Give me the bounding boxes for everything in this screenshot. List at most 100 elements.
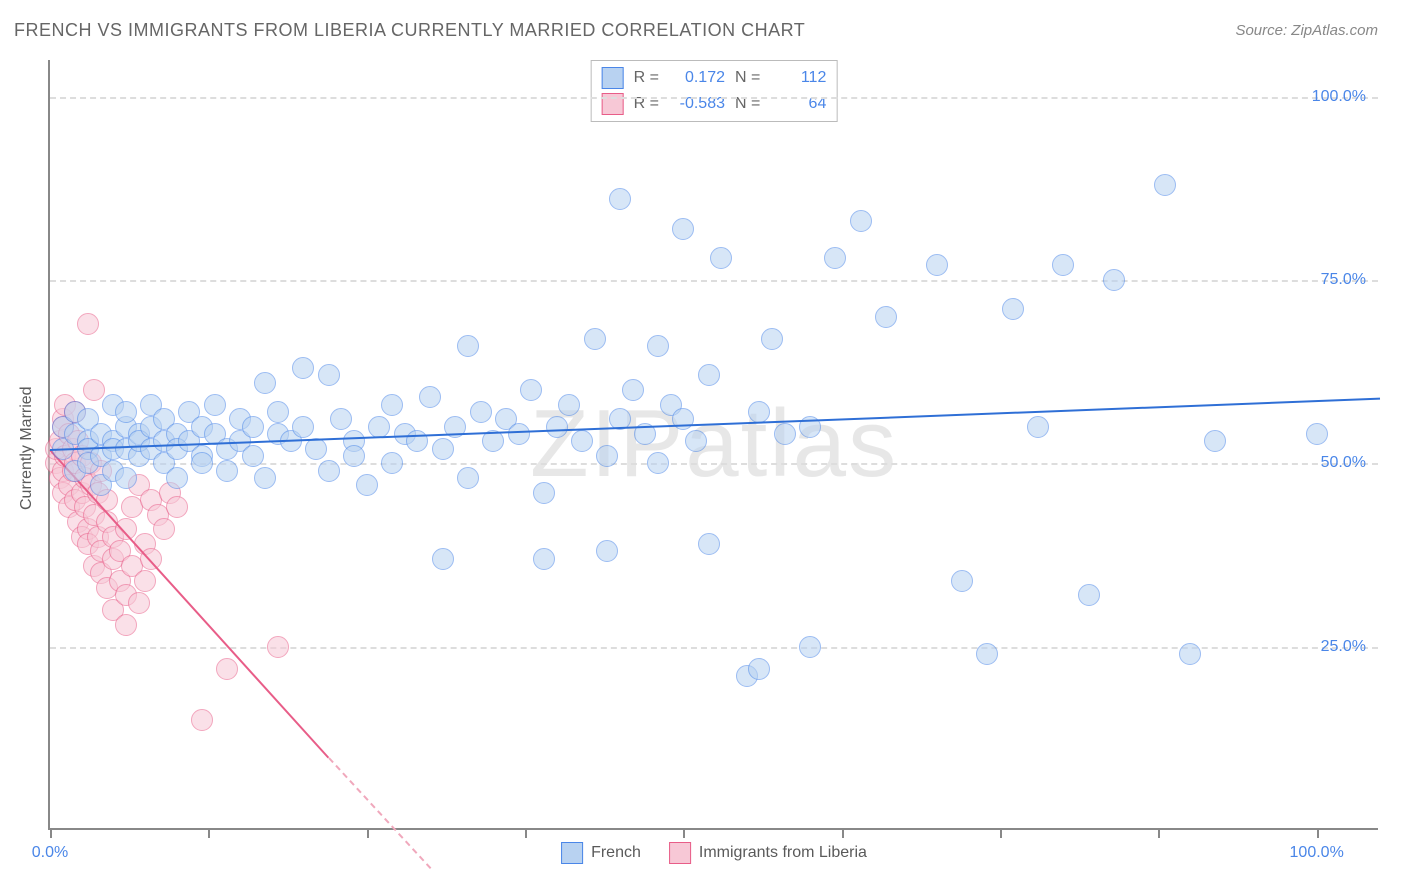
series-legend-item: Immigrants from Liberia — [669, 842, 867, 864]
stats-legend-row: R =-0.583N =64 — [602, 91, 827, 117]
scatter-point — [533, 548, 555, 570]
scatter-point — [1027, 416, 1049, 438]
scatter-point — [609, 188, 631, 210]
n-label: N = — [735, 91, 760, 117]
x-tick-label: 100.0% — [1290, 844, 1344, 862]
legend-swatch — [602, 67, 624, 89]
scatter-point — [951, 570, 973, 592]
y-axis-label: Currently Married — [18, 386, 36, 510]
scatter-point — [77, 313, 99, 335]
scatter-point — [926, 254, 948, 276]
scatter-point — [774, 423, 796, 445]
y-tick-label: 100.0% — [1312, 88, 1366, 106]
scatter-point — [596, 445, 618, 467]
scatter-point — [799, 636, 821, 658]
x-tick — [525, 828, 527, 838]
scatter-point — [647, 452, 669, 474]
scatter-point — [83, 379, 105, 401]
scatter-point — [254, 467, 276, 489]
x-tick — [1000, 828, 1002, 838]
y-tick-label: 25.0% — [1321, 638, 1366, 656]
scatter-point — [850, 210, 872, 232]
scatter-point — [571, 430, 593, 452]
r-label: R = — [634, 65, 659, 91]
scatter-point — [1002, 298, 1024, 320]
scatter-point — [558, 394, 580, 416]
scatter-point — [115, 614, 137, 636]
scatter-point — [191, 709, 213, 731]
scatter-point — [242, 445, 264, 467]
scatter-point — [698, 364, 720, 386]
scatter-point — [1204, 430, 1226, 452]
x-tick — [842, 828, 844, 838]
r-value: -0.583 — [669, 91, 725, 117]
scatter-point — [356, 474, 378, 496]
scatter-point — [343, 445, 365, 467]
scatter-point — [1052, 254, 1074, 276]
x-tick — [50, 828, 52, 838]
series-legend-label: French — [591, 844, 641, 862]
scatter-point — [520, 379, 542, 401]
scatter-point — [596, 540, 618, 562]
scatter-point — [1179, 643, 1201, 665]
x-tick-label: 0.0% — [32, 844, 68, 862]
scatter-point — [128, 592, 150, 614]
series-legend-item: French — [561, 842, 641, 864]
scatter-point — [330, 408, 352, 430]
scatter-point — [1154, 174, 1176, 196]
scatter-point — [1078, 584, 1100, 606]
stats-legend: R =0.172N =112R =-0.583N =64 — [591, 60, 838, 122]
trend-line — [49, 449, 329, 758]
scatter-point — [710, 247, 732, 269]
scatter-point — [166, 496, 188, 518]
scatter-point — [533, 482, 555, 504]
scatter-point — [647, 335, 669, 357]
scatter-point — [824, 247, 846, 269]
plot-area: ZIPatlas R =0.172N =112R =-0.583N =64 Fr… — [48, 60, 1378, 830]
scatter-point — [685, 430, 707, 452]
scatter-point — [153, 518, 175, 540]
x-tick — [208, 828, 210, 838]
scatter-point — [292, 357, 314, 379]
scatter-point — [115, 401, 137, 423]
scatter-point — [748, 658, 770, 680]
x-tick — [1158, 828, 1160, 838]
scatter-point — [381, 452, 403, 474]
legend-swatch — [669, 842, 691, 864]
r-value: 0.172 — [669, 65, 725, 91]
scatter-point — [216, 460, 238, 482]
y-tick-label: 75.0% — [1321, 271, 1366, 289]
scatter-point — [115, 467, 137, 489]
gridline — [50, 647, 1378, 649]
scatter-point — [584, 328, 606, 350]
scatter-point — [267, 401, 289, 423]
scatter-point — [134, 570, 156, 592]
scatter-point — [318, 364, 340, 386]
scatter-point — [672, 408, 694, 430]
scatter-point — [622, 379, 644, 401]
x-tick — [683, 828, 685, 838]
x-tick — [367, 828, 369, 838]
scatter-point — [761, 328, 783, 350]
scatter-point — [1103, 269, 1125, 291]
y-tick-label: 50.0% — [1321, 454, 1366, 472]
scatter-point — [457, 335, 479, 357]
series-legend-label: Immigrants from Liberia — [699, 844, 867, 862]
scatter-point — [508, 423, 530, 445]
n-label: N = — [735, 65, 760, 91]
scatter-point — [546, 416, 568, 438]
scatter-point — [368, 416, 390, 438]
scatter-point — [432, 438, 454, 460]
n-value: 64 — [770, 91, 826, 117]
scatter-point — [204, 394, 226, 416]
scatter-point — [140, 548, 162, 570]
scatter-point — [698, 533, 720, 555]
trend-line — [328, 757, 431, 868]
scatter-point — [191, 452, 213, 474]
scatter-point — [216, 658, 238, 680]
scatter-point — [254, 372, 276, 394]
scatter-point — [115, 518, 137, 540]
scatter-point — [976, 643, 998, 665]
scatter-point — [318, 460, 340, 482]
legend-swatch — [561, 842, 583, 864]
